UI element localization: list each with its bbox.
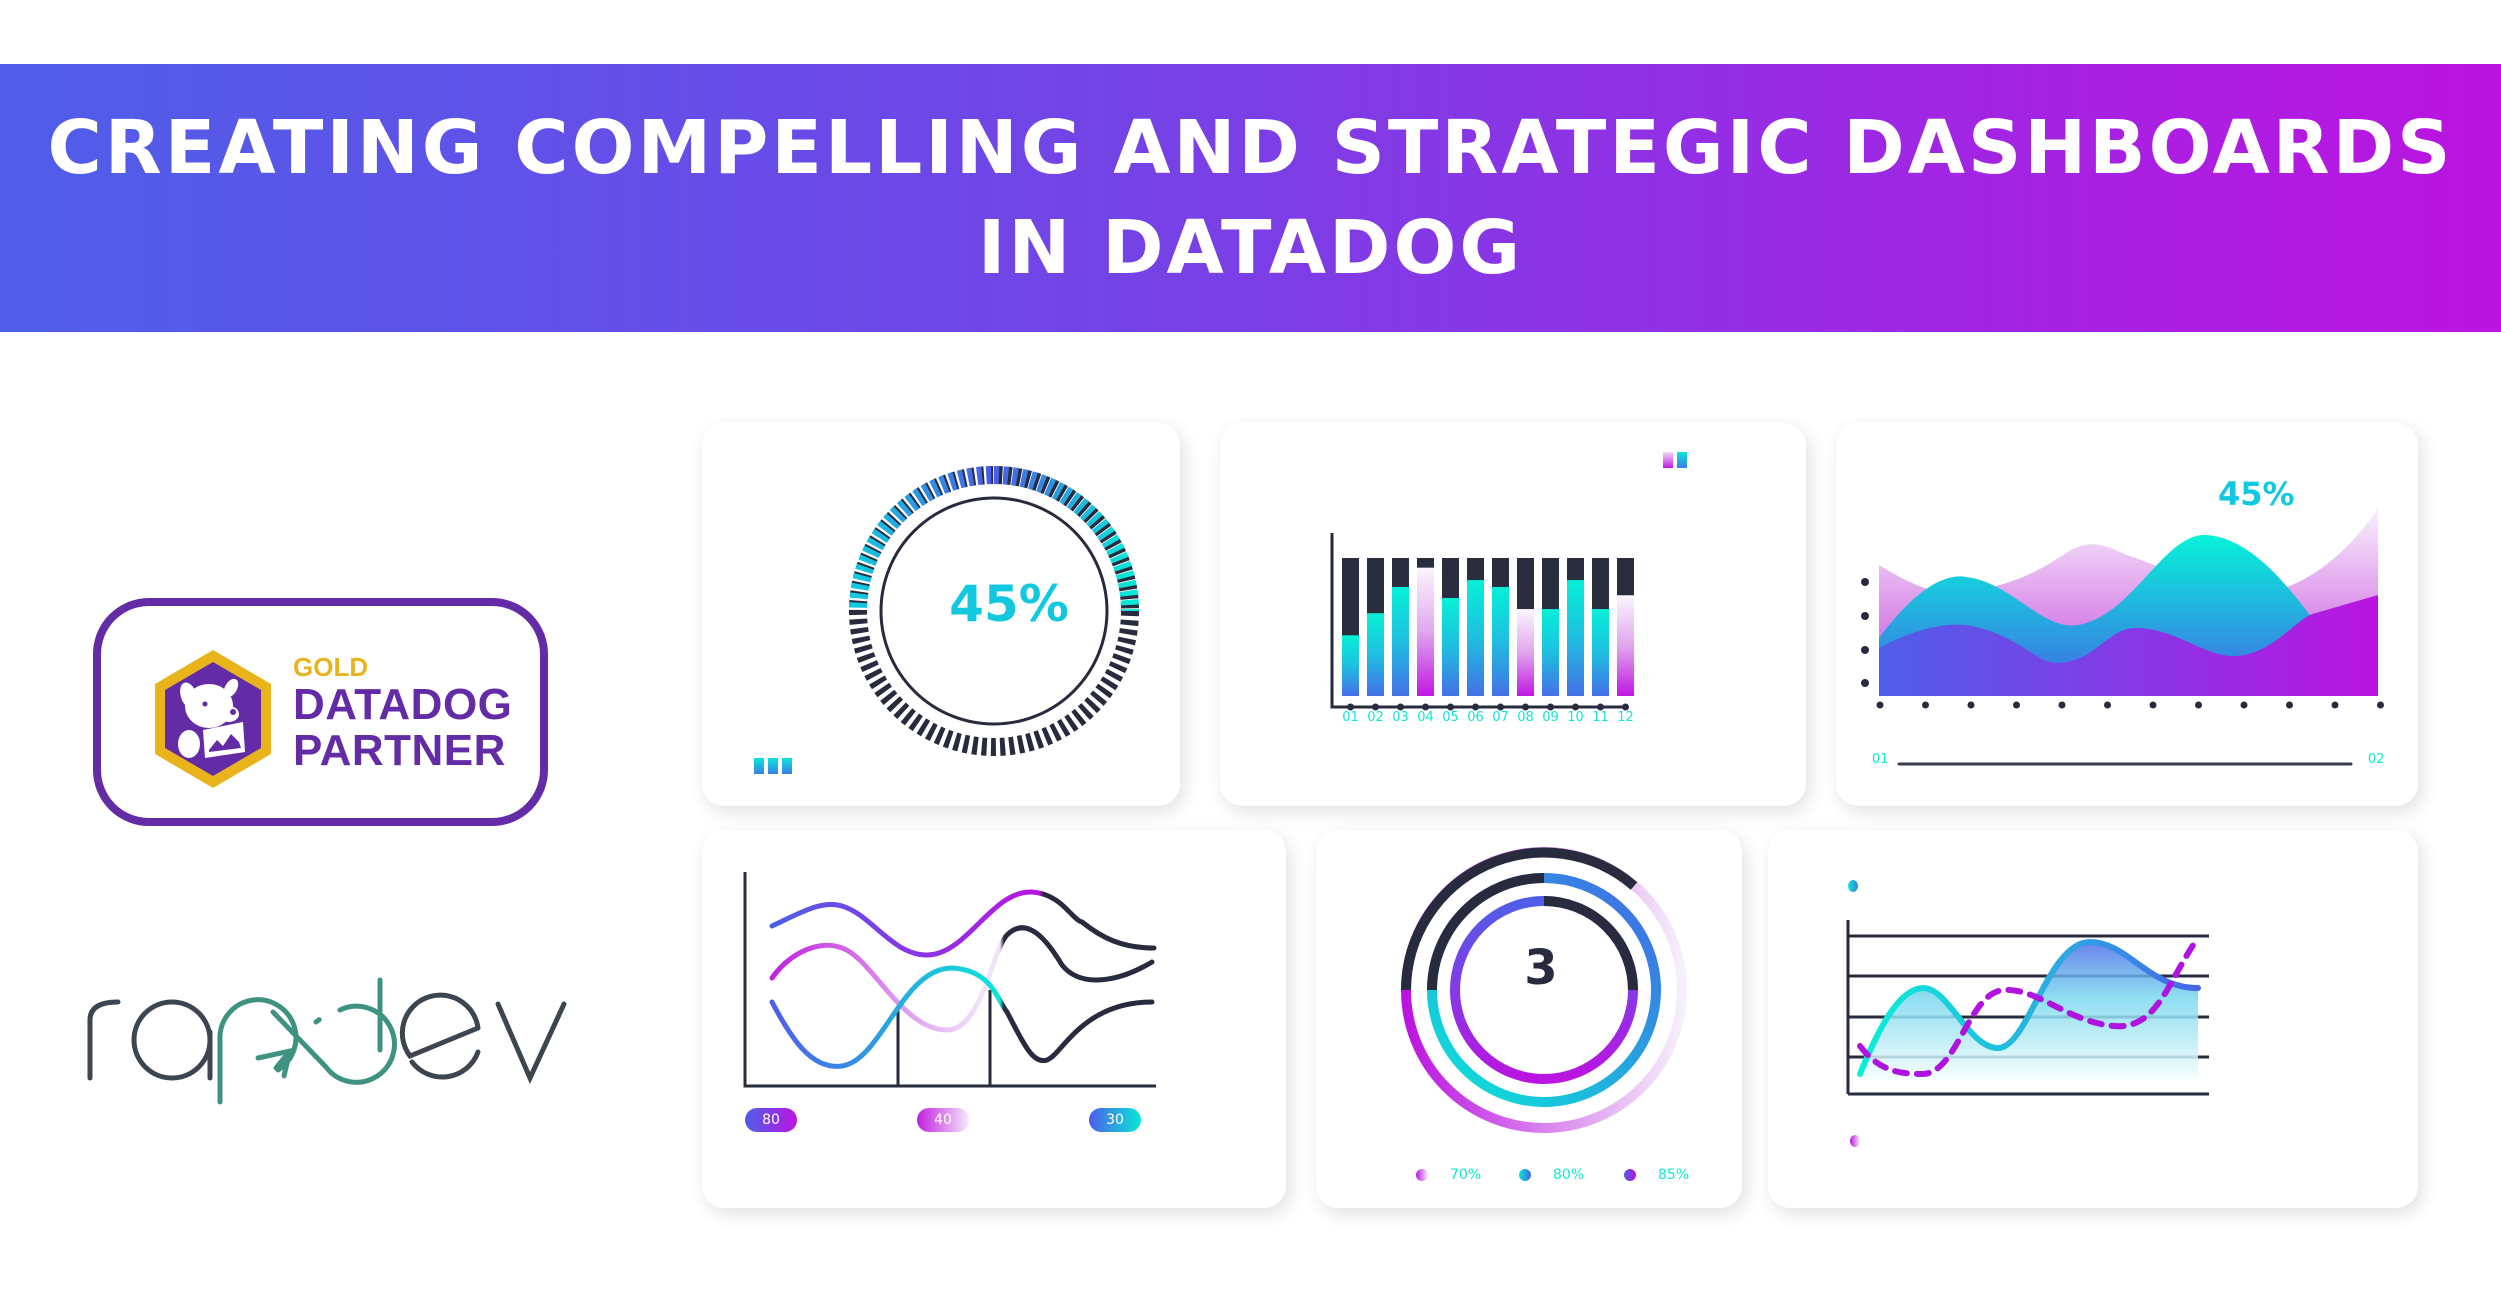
- partner-tier: GOLD: [293, 652, 369, 682]
- value-pill-2: 40: [917, 1108, 969, 1132]
- multi-line-card: 80 40 30: [702, 830, 1286, 1208]
- title-banner: CREATING COMPELLING AND STRATEGIC DASHBO…: [0, 64, 2501, 332]
- ring-legend-item-3: 85%: [1624, 1167, 1689, 1183]
- bar-x-label: 11: [1592, 710, 1609, 725]
- datadog-dog-hexagon-icon: [155, 650, 271, 788]
- partner-line-2: PARTNER: [293, 726, 506, 775]
- series-legend-dot-icon: [1848, 880, 1858, 892]
- legend-dot-icon: [1624, 1169, 1636, 1181]
- trend-line-chart: [1846, 880, 2209, 1147]
- ring-legend-item-2: 80%: [1519, 1167, 1584, 1183]
- legend-dot-icon: [1416, 1169, 1428, 1181]
- concentric-ring-chart: [1401, 847, 1687, 1133]
- range-end-label: 02: [2368, 752, 2385, 767]
- multi-line-chart: [743, 872, 1157, 1088]
- bar-x-label: 05: [1442, 710, 1459, 725]
- bar-x-label: 03: [1392, 710, 1409, 725]
- gold-datadog-partner-badge: GOLD DATADOG PARTNER: [93, 598, 548, 826]
- gauge-value: 45%: [949, 575, 1069, 633]
- partner-line-1: DATADOG: [293, 680, 513, 729]
- bar-x-label: 08: [1517, 710, 1534, 725]
- rapdev-logo: [87, 977, 567, 1105]
- stacked-bar-chart: [1330, 533, 1634, 711]
- banner-title-line-2: IN DATADOG: [977, 205, 1524, 291]
- concentric-rings-card: 3 70% 80% 85%: [1316, 830, 1742, 1208]
- value-pill-1: 80: [745, 1108, 797, 1132]
- radial-gauge: [849, 466, 1139, 756]
- mini-legend-icon: [754, 758, 792, 774]
- legend-dot-icon: [1519, 1169, 1531, 1181]
- layered-area-chart: [1861, 508, 2384, 766]
- ring-legend-item-1: 70%: [1416, 1167, 1481, 1183]
- bar-x-label: 07: [1492, 710, 1509, 725]
- trend-chart-card: [1768, 830, 2418, 1208]
- bar-x-label: 09: [1542, 710, 1559, 725]
- area-chart-card: 45% 01 02: [1836, 423, 2418, 806]
- value-pill-3: 30: [1089, 1108, 1141, 1132]
- bar-x-label: 02: [1367, 710, 1384, 725]
- bar-legend-icon: [1663, 452, 1687, 468]
- gauge-card: 45%: [702, 423, 1180, 806]
- stacked-bar-card: 01 02 03 04 05 06 07 08 09 10 11 12: [1220, 423, 1806, 806]
- bar-x-label: 10: [1567, 710, 1584, 725]
- series-legend-dot-icon: [1850, 1135, 1860, 1147]
- banner-title-line-1: CREATING COMPELLING AND STRATEGIC DASHBO…: [47, 105, 2454, 191]
- ring-center-value: 3: [1524, 940, 1558, 996]
- range-start-label: 01: [1872, 752, 1889, 767]
- bar-x-label: 04: [1417, 710, 1434, 725]
- bar-x-label: 12: [1617, 710, 1634, 725]
- partner-text: GOLD DATADOG PARTNER: [293, 652, 512, 774]
- bar-x-label: 06: [1467, 710, 1484, 725]
- bar-x-label: 01: [1342, 710, 1359, 725]
- area-value: 45%: [2218, 475, 2295, 513]
